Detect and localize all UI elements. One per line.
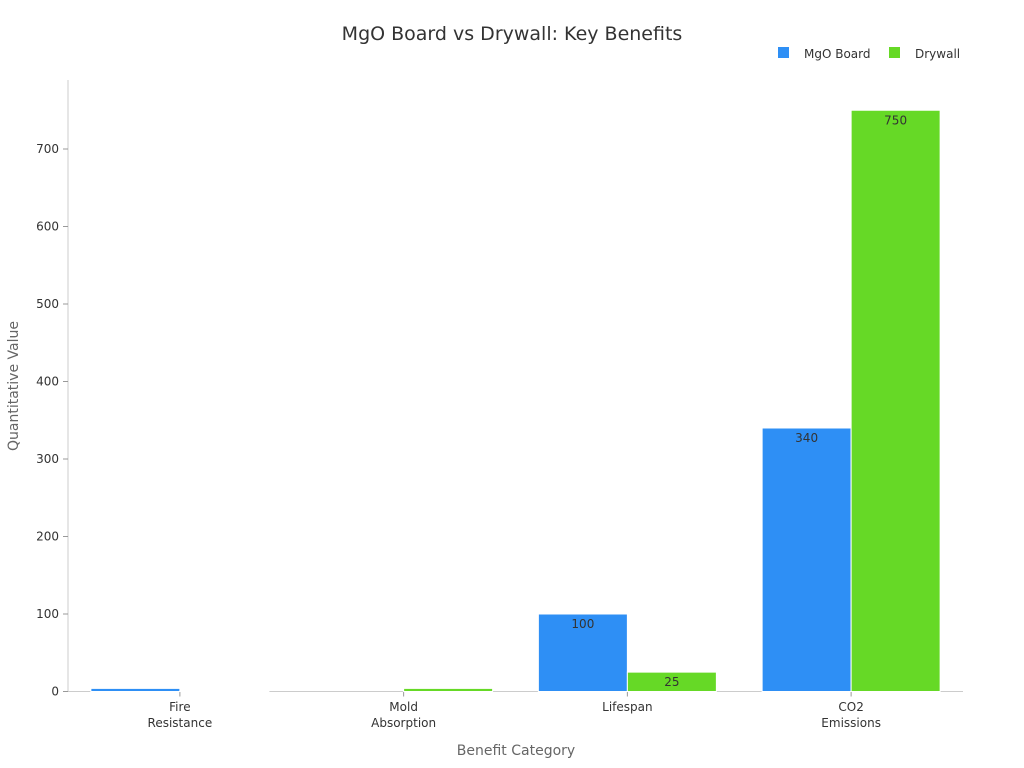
legend-label: Drywall xyxy=(915,47,960,61)
y-tick-label: 100 xyxy=(36,607,59,621)
y-axis-label: Quantitative Value xyxy=(6,321,22,451)
y-tick-label: 500 xyxy=(36,297,59,311)
y-tick-label: 200 xyxy=(36,530,59,544)
x-tick-label: Mold xyxy=(389,700,418,714)
chart-title: MgO Board vs Drywall: Key Benefits xyxy=(342,23,683,45)
data-label: 340 xyxy=(795,431,818,445)
x-tick-label: Fire xyxy=(169,700,190,714)
y-tick-label: 600 xyxy=(36,220,59,234)
data-label: 25 xyxy=(664,675,679,689)
bar-mgo-board xyxy=(90,687,181,693)
y-tick-label: 300 xyxy=(36,452,59,466)
bar-drywall xyxy=(850,109,941,692)
legend-swatch xyxy=(778,47,789,58)
data-label: 100 xyxy=(571,617,594,631)
x-tick-label: Emissions xyxy=(821,716,881,730)
x-tick-label: Lifespan xyxy=(602,700,652,714)
y-tick-label: 0 xyxy=(51,685,59,699)
bar-drywall xyxy=(179,690,270,692)
bar-mgo-board xyxy=(537,613,628,692)
x-tick-label: Absorption xyxy=(371,716,436,730)
data-label: 750 xyxy=(884,113,907,127)
bar-drywall xyxy=(403,687,494,693)
legend-label: MgO Board xyxy=(804,47,871,61)
x-tick-label: CO2 xyxy=(838,700,863,714)
x-axis-label: Benefit Category xyxy=(457,743,575,759)
bar-drywall xyxy=(626,671,717,692)
y-tick-label: 400 xyxy=(36,375,59,389)
x-tick-label: Resistance xyxy=(148,716,213,730)
legend-swatch xyxy=(889,47,900,58)
y-tick-label: 700 xyxy=(36,142,59,156)
bar-mgo-board xyxy=(761,427,852,692)
